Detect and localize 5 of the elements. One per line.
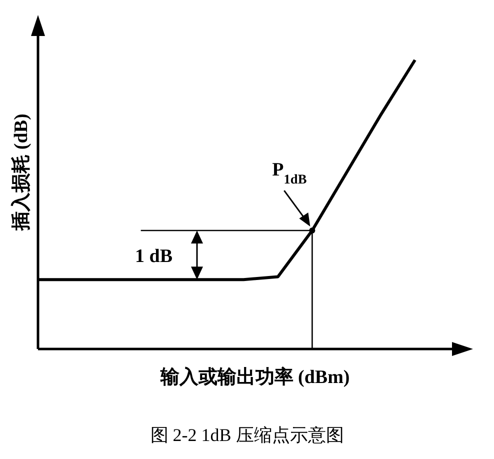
x-axis-title: 输入或输出功率 (dBm) (159, 366, 350, 388)
y-axis-title: 插入损耗 (dB) (10, 114, 32, 232)
annotation: P$_{1dB}$ (272, 160, 307, 186)
text: 图 2-2 1dB 压缩点示意图 (150, 425, 344, 445)
annotation: 1 dB (135, 246, 173, 268)
